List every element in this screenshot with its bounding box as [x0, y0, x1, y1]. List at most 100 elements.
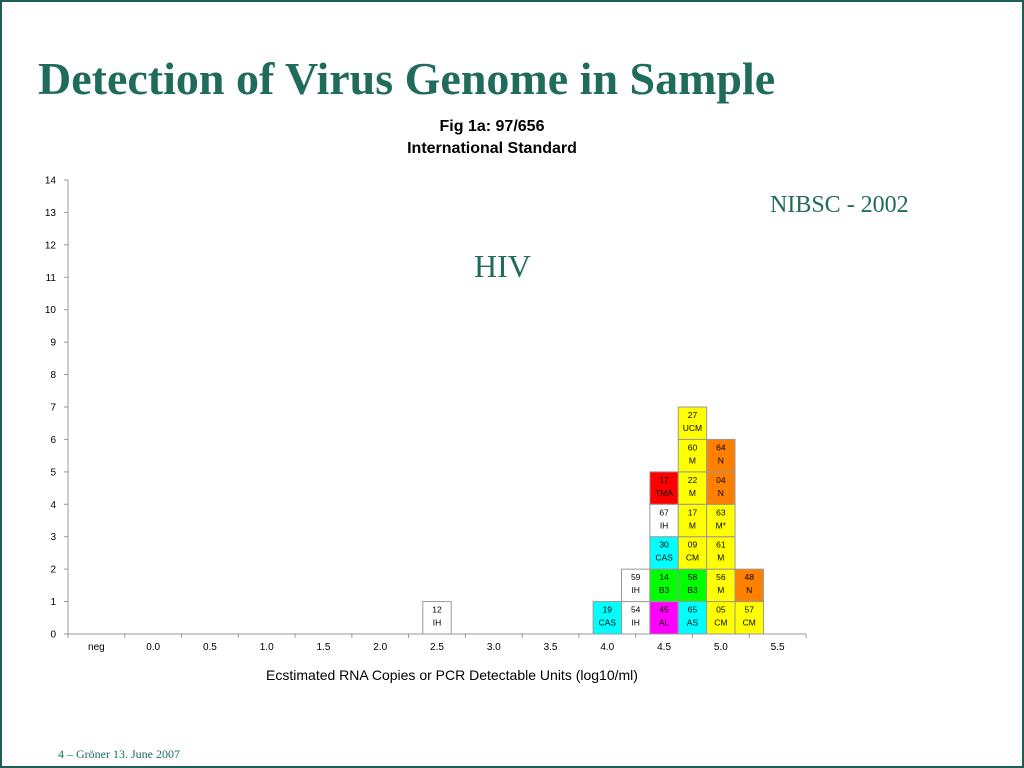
lab-method-label: M — [717, 553, 724, 563]
lab-method-label: IH — [433, 618, 442, 628]
x-tick-label: 2.0 — [373, 642, 387, 653]
lab-method-label: M — [717, 585, 724, 595]
lab-method-label: AS — [687, 618, 699, 628]
lab-code-label: 14 — [659, 572, 669, 582]
lab-method-label: CAS — [599, 618, 617, 628]
lab-method-label: UCM — [683, 423, 702, 433]
lab-code-label: 30 — [659, 540, 669, 550]
lab-code-label: 17 — [688, 507, 698, 517]
x-tick-label: 1.0 — [260, 642, 274, 653]
lab-method-label: TMA — [655, 488, 673, 498]
lab-method-label: CM — [686, 553, 699, 563]
lab-code-label: 59 — [631, 572, 641, 582]
lab-method-label: M — [689, 455, 696, 465]
lab-method-label: N — [718, 455, 724, 465]
x-tick-label: 1.5 — [317, 642, 331, 653]
lab-code-label: 64 — [716, 442, 726, 452]
lab-code-label: 67 — [659, 507, 669, 517]
lab-code-label: 57 — [744, 605, 754, 615]
lab-result-box — [677, 438, 708, 473]
y-tick-label: 0 — [50, 630, 56, 641]
lab-result-box — [706, 601, 736, 635]
lab-result-box — [677, 406, 708, 440]
chart-title-line-1: Fig 1a: 97/656 — [439, 118, 545, 135]
lab-code-label: 17 — [659, 475, 669, 485]
y-tick-label: 10 — [45, 305, 57, 316]
slide-footer: 4 – Gröner 13. June 2007 — [58, 747, 180, 761]
lab-code-label: 61 — [716, 540, 726, 550]
lab-code-label: 22 — [688, 475, 698, 485]
lab-result-box — [706, 503, 736, 538]
y-tick-label: 9 — [50, 338, 56, 349]
lab-method-label: M — [689, 520, 696, 530]
lab-method-label: N — [718, 488, 724, 498]
lab-code-label: 63 — [716, 507, 726, 517]
lab-code-label: 65 — [688, 605, 698, 615]
lab-result-box — [734, 601, 764, 635]
lab-result-box — [649, 601, 679, 635]
x-tick-label: 4.5 — [657, 642, 671, 653]
lab-result-box — [649, 568, 679, 603]
slide-title: Detection of Virus Genome in Sample — [38, 53, 776, 104]
lab-result-box — [649, 503, 679, 538]
lab-method-label: B3 — [687, 585, 698, 595]
lab-code-label: 27 — [688, 410, 698, 420]
y-tick-label: 7 — [50, 403, 56, 414]
x-tick-label: 0.5 — [203, 642, 217, 653]
y-tick-label: 5 — [50, 467, 56, 478]
lab-code-label: 48 — [744, 572, 754, 582]
lab-method-label: M* — [716, 520, 727, 530]
lab-method-label: CM — [714, 618, 727, 628]
lab-result-box — [677, 536, 708, 570]
lab-result-box — [677, 503, 708, 538]
y-tick-label: 4 — [50, 500, 56, 511]
lab-method-label: IH — [660, 520, 669, 530]
lab-result-box — [592, 601, 622, 635]
lab-code-label: 58 — [688, 572, 698, 582]
lab-method-label: IH — [631, 585, 640, 595]
lab-result-box — [649, 471, 679, 505]
lab-code-label: 19 — [603, 605, 613, 615]
lab-result-box — [649, 536, 679, 570]
lab-method-label: AL — [659, 618, 670, 628]
x-tick-label: 5.5 — [771, 642, 785, 653]
x-tick-label: 3.5 — [544, 642, 558, 653]
y-tick-label: 1 — [50, 597, 56, 608]
lab-method-label: M — [689, 488, 696, 498]
y-tick-label: 3 — [50, 532, 56, 543]
x-axis-label: Ecstimated RNA Copies or PCR Detectable … — [266, 667, 638, 683]
x-tick-label: neg — [88, 642, 105, 653]
lab-result-box — [706, 438, 736, 473]
lab-result-box — [734, 568, 764, 603]
y-tick-label: 11 — [46, 273, 57, 284]
lab-method-label: B3 — [659, 585, 670, 595]
x-tick-label: 0.0 — [146, 642, 160, 653]
x-tick-label: 2.5 — [430, 642, 444, 653]
nibsc-annotation: NIBSC - 2002 — [770, 192, 909, 218]
lab-code-label: 60 — [688, 442, 698, 452]
x-tick-label: 5.0 — [714, 642, 728, 653]
y-tick-label: 13 — [45, 208, 57, 219]
chart-title: Fig 1a: 97/656 International Standard — [342, 116, 642, 160]
hiv-annotation: HIV — [474, 248, 531, 284]
lab-code-label: 45 — [659, 605, 669, 615]
lab-method-label: N — [746, 585, 752, 595]
lab-method-label: CAS — [655, 553, 673, 563]
y-tick-label: 6 — [50, 435, 56, 446]
lab-code-label: 12 — [432, 605, 442, 615]
lab-result-box — [422, 601, 452, 635]
chart-title-line-2: International Standard — [407, 140, 577, 157]
lab-code-label: 04 — [716, 475, 726, 485]
lab-result-box — [621, 568, 651, 603]
x-tick-label: 4.0 — [600, 642, 614, 653]
y-tick-label: 8 — [50, 370, 56, 381]
y-tick-label: 14 — [45, 176, 57, 187]
lab-code-label: 54 — [631, 605, 641, 615]
x-tick-label: 3.0 — [487, 642, 501, 653]
lab-code-label: 05 — [716, 605, 726, 615]
lab-method-label: CM — [743, 618, 756, 628]
lab-result-box — [706, 471, 736, 505]
y-tick-label: 12 — [45, 240, 57, 251]
